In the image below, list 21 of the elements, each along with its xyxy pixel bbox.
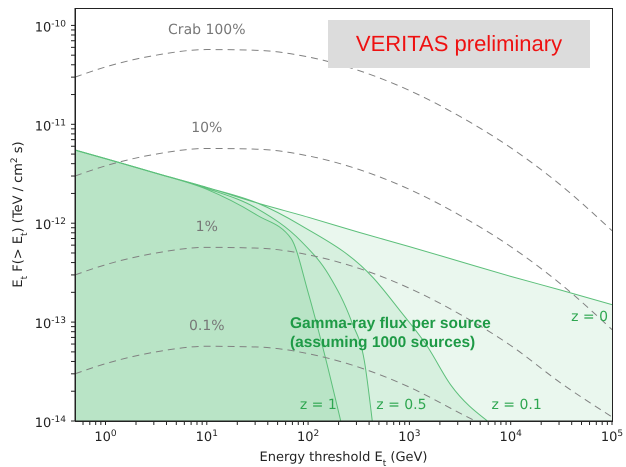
y-tick-label: 10$^{-11}$ (34, 118, 66, 134)
x-tick-label: 10$^{3}$ (398, 429, 421, 445)
x-tick-label: 10$^{4}$ (500, 429, 522, 445)
y-tick-label: 10$^{-12}$ (34, 217, 66, 234)
annotation: VERITAS preliminary (328, 20, 590, 68)
series-label: 0.1% (188, 318, 226, 334)
series-label: z = 0 (571, 308, 608, 325)
series-label: z = 1 (298, 397, 337, 413)
x-tick-label: 10$^{0}$ (94, 429, 117, 445)
x-axis-title: Energy threshold E$_{t}$ (GeV) (260, 450, 428, 467)
y-tick-label: 10$^{-10}$ (34, 19, 66, 36)
x-tick-label: 10$^{5}$ (600, 429, 624, 445)
y-tick-label: 10$^{-13}$ (34, 316, 66, 332)
x-tick-label: 10$^{1}$ (196, 429, 218, 445)
series-label: z = 0.5 (376, 397, 427, 413)
series-label: 10% (190, 120, 224, 136)
x-tick-label: 10$^{2}$ (296, 429, 320, 445)
series-label: 1% (194, 219, 219, 236)
series-label: Crab 100% (167, 22, 247, 38)
series-label: z = 0.1 (491, 397, 543, 413)
y-tick-label: 10$^{-14}$ (34, 415, 66, 431)
